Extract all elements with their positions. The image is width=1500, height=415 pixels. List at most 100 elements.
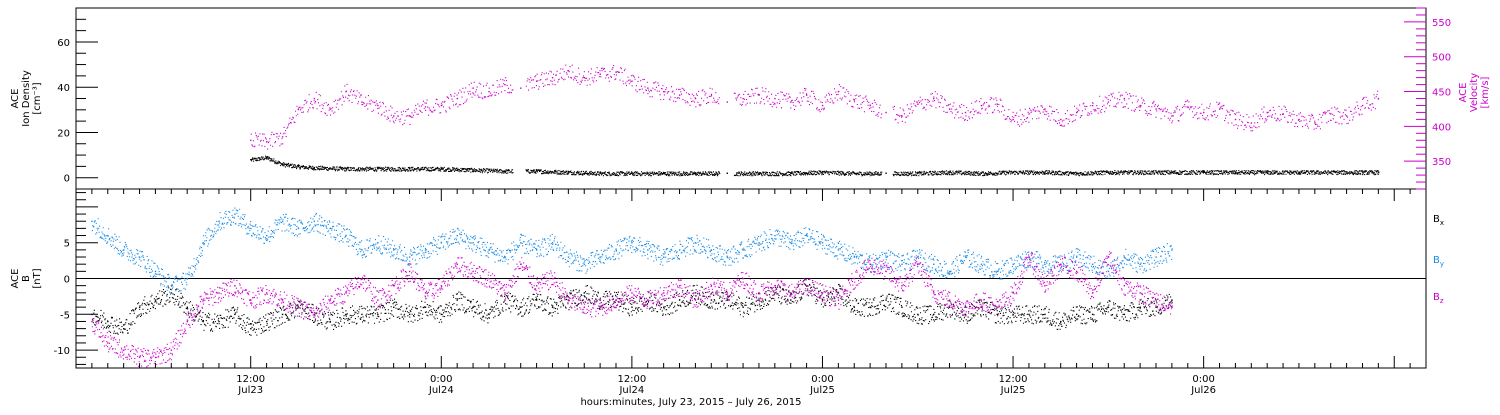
density-series-point [948,171,951,173]
velocity-series-point [933,97,935,100]
bz-series-point [329,299,331,301]
density-series-point [885,172,887,174]
bz-series-point [742,277,744,280]
by-series-point [1123,256,1126,258]
bz-series-point [964,306,967,308]
x-tick-label-date: Jul26 [1190,385,1216,396]
bx-series-point [218,320,220,323]
by-series-point [948,270,951,273]
bx-series-point [742,306,744,308]
legend-base: B [1433,292,1440,303]
bx-series-point [631,306,633,308]
bz-series-point [1044,285,1046,287]
bz-series-point [726,292,728,294]
bx-series-point [408,313,411,316]
velocity-series-point [504,83,506,86]
density-series-point [790,172,792,174]
density-series-point [1298,171,1300,173]
x-tick-label-date: Jul25 [1000,385,1026,396]
velocity-series-point [345,90,347,93]
bz-series-point [551,277,554,280]
bx-series-point [726,299,728,301]
x-axis: 12:00Jul230:00Jul2412:00Jul240:00Jul2512… [75,189,1427,396]
top-left-axis: 0 20 40 60 [57,7,98,190]
by-series-point [917,256,919,258]
bx-series-point [1012,313,1014,316]
bz-series-point [631,292,633,294]
bz-series-point [917,263,919,265]
bx-series-point [281,313,284,316]
bx-series-point [250,328,252,330]
by-series-point [726,256,728,258]
by-series-point [361,249,363,251]
velocity-series-point [901,115,903,117]
bz-series [91,251,1173,368]
velocity-series-point [583,77,586,79]
legend-base: B [1433,214,1440,225]
bx-series-point [1171,299,1173,301]
legend-sub: x [1440,219,1444,227]
by-series-point [790,242,792,244]
velocity-series-point [885,111,887,114]
velocity-series-point [996,103,998,105]
bz-series-point [345,292,347,294]
top-right-tick-label: 400 [1432,122,1451,133]
by-series-point [996,270,998,273]
bz-series-point [91,320,93,323]
bz-series-point [901,285,903,287]
by-series-point [567,256,570,258]
bx-series-point [853,306,856,308]
velocity-series-point [377,104,379,107]
bz-series-point [869,263,871,265]
velocity-series-point [805,94,808,96]
bx-series-point [1107,306,1110,308]
by-series-point [837,249,840,251]
velocity-series-point [297,108,300,110]
bx-series-point [758,299,760,301]
top-y2label-line: Velocity [1469,73,1480,112]
by-series-point [758,242,760,244]
top-left-tick-label: 40 [57,83,70,94]
bz-series-scatter [91,251,1173,368]
bz-series-point [535,285,538,287]
bx-series-point [933,313,935,316]
bz-series-point [107,342,109,344]
bottom-left-tick-label: -10 [54,346,70,357]
by-series-point [615,249,617,251]
velocity-series-point [1234,118,1237,121]
by-series-point [313,220,316,223]
bz-series-point [837,299,840,301]
top-y2label-line: [km/s] [1480,76,1491,108]
by-series-point [186,277,188,280]
velocity-series-point [1171,115,1173,117]
top-left-tick-label: 60 [57,38,70,49]
legend-sub: z [1440,297,1444,305]
bx-series-point [377,313,379,316]
bz-series-point [710,285,713,287]
by-series-point [1139,263,1141,265]
bz-series-point [265,292,268,294]
velocity-series-point [853,99,856,101]
velocity-series-point [1091,104,1094,107]
by-series-point [583,263,586,265]
x-tick-label-time: 12:00 [999,374,1028,385]
by-series-point [599,256,601,258]
velocity-series-point [663,90,665,93]
bx-series-point [1139,306,1141,308]
by-series-point [933,263,935,265]
velocity-series-point [456,97,458,100]
velocity-series-point [694,97,697,100]
velocity-series-point [1250,122,1253,124]
bx-series-point [964,313,967,316]
bz-series-point [1028,256,1030,258]
bx-series-point [472,306,474,308]
velocity-series-point [1330,113,1332,115]
velocity-series-point [774,97,776,100]
by-series-point [424,249,427,251]
bx-series-point [1028,313,1030,316]
velocity-series-point [393,115,395,117]
by-series-point [170,285,173,287]
velocity-series-point [726,101,728,103]
velocity-series-point [647,87,649,89]
